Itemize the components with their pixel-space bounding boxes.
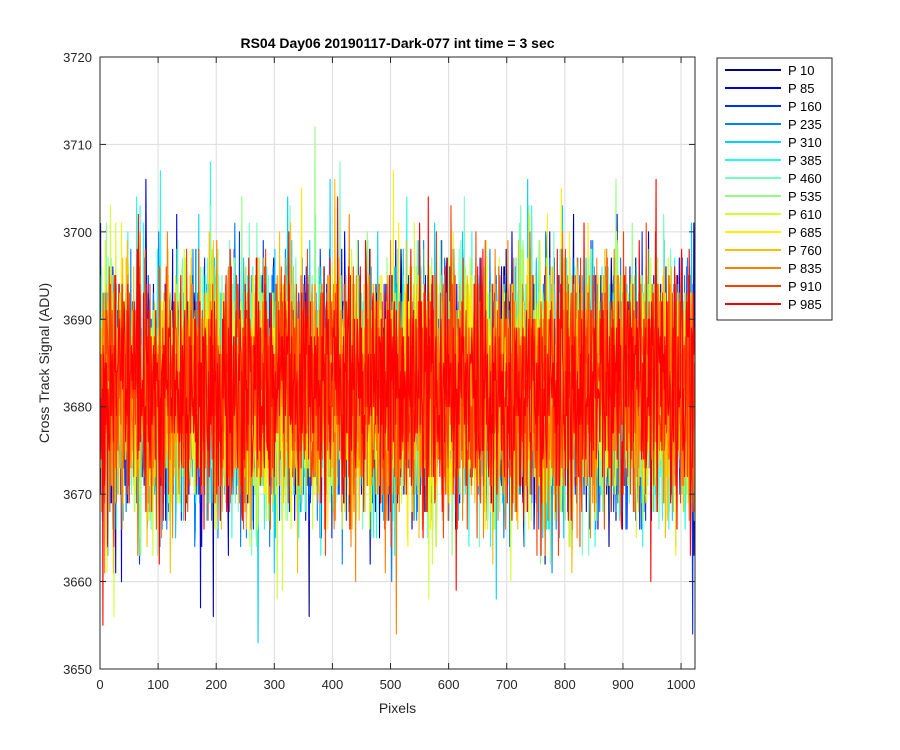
legend-label: P 910	[788, 279, 822, 294]
x-tick-label: 0	[96, 677, 103, 692]
legend-item: P 685	[725, 225, 822, 240]
y-tick-label: 3700	[63, 225, 92, 240]
legend-label: P 460	[788, 171, 822, 186]
legend-label: P 685	[788, 225, 822, 240]
legend-item: P 835	[725, 261, 822, 276]
legend-label: P 160	[788, 99, 822, 114]
legend-item: P 985	[725, 297, 822, 312]
series-line-p-985	[100, 178, 695, 626]
x-tick-label: 800	[554, 677, 576, 692]
legend-label: P 235	[788, 117, 822, 132]
legend-item: P 235	[725, 117, 822, 132]
x-tick-label: 600	[438, 677, 460, 692]
y-tick-label: 3680	[63, 400, 92, 415]
x-tick-label: 200	[205, 677, 227, 692]
x-tick-label: 900	[612, 677, 634, 692]
x-tick-label: 1000	[667, 677, 696, 692]
x-tick-label: 500	[380, 677, 402, 692]
chart-title: RS04 Day06 20190117-Dark-077 int time = …	[240, 35, 554, 51]
legend-item: P 760	[725, 243, 822, 258]
x-tick-label: 400	[322, 677, 344, 692]
legend-label: P 535	[788, 189, 822, 204]
legend-label: P 760	[788, 243, 822, 258]
legend-item: P 460	[725, 171, 822, 186]
y-tick-label: 3670	[63, 487, 92, 502]
axis-ticks: 0 100 200 300 400 500 600 700 800 900 1000 3650 3660…	[63, 50, 695, 692]
y-tick-label: 3660	[63, 575, 92, 590]
y-tick-label: 3690	[63, 312, 92, 327]
legend-item: P 535	[725, 189, 822, 204]
legend-label: P 10	[788, 63, 815, 78]
legend-label: P 985	[788, 297, 822, 312]
legend-item: P 310	[725, 135, 822, 150]
legend-item: P 910	[725, 279, 822, 294]
legend-label: P 835	[788, 261, 822, 276]
y-tick-label: 3650	[63, 662, 92, 677]
legend-box	[716, 57, 833, 321]
legend-label: P 310	[788, 135, 822, 150]
legend-item: P 385	[725, 153, 822, 168]
x-tick-label: 100	[147, 677, 169, 692]
x-tick-label: 700	[496, 677, 518, 692]
y-tick-label: 3720	[63, 50, 92, 65]
legend-label: P 85	[788, 81, 815, 96]
x-axis-label: Pixels	[379, 700, 416, 716]
legend: P 10 P 85 P 160 P 235 P 310 P 385 P 460 P 535 P …	[716, 57, 833, 321]
x-tick-label: 300	[263, 677, 285, 692]
y-tick-label: 3710	[63, 137, 92, 152]
legend-item: P 610	[725, 207, 822, 222]
legend-item: P 85	[725, 81, 815, 96]
legend-label: P 385	[788, 153, 822, 168]
legend-item: P 160	[725, 99, 822, 114]
legend-label: P 610	[788, 207, 822, 222]
axes-box	[99, 56, 696, 670]
plot-area: 0 100 200 300 400 500 600 700 800 900 1000 3650 3660…	[63, 50, 695, 692]
y-axis-label: Cross Track Signal (ADU)	[36, 283, 52, 443]
series-lines	[100, 126, 695, 644]
legend-item: P 10	[725, 63, 815, 78]
